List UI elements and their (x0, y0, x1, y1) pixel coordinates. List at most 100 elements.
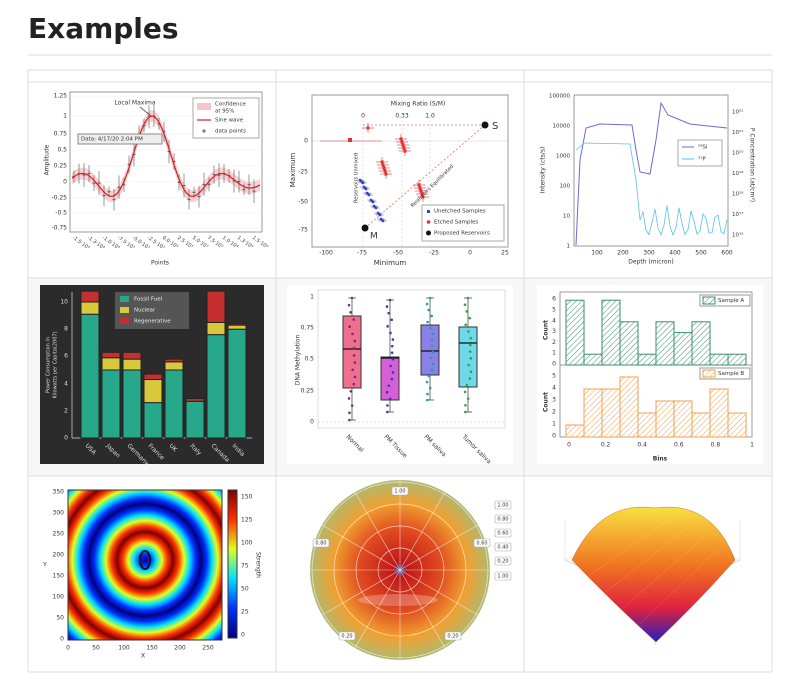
polar-grid (399, 491, 446, 571)
y-axis-label: Maximum (289, 153, 297, 188)
histogram-bar (619, 321, 639, 366)
histogram-bar (691, 412, 711, 438)
histogram-bar (601, 299, 621, 366)
polar-grid (321, 569, 401, 616)
x-tick-label: 1.5·10⁴ (251, 235, 269, 250)
timestamp: Data: 4/17/20 2:04 PM (81, 137, 143, 143)
legend-label: Fossil Fuel (134, 297, 163, 303)
legend-label: ²⁸Si (698, 144, 708, 151)
x-tick-label: 7.5·10³ (206, 235, 224, 250)
y-tick-label: 0 (60, 636, 64, 643)
y-tick-label: 100 (53, 594, 65, 601)
x-tick-label: 400 (669, 250, 681, 257)
x-tick-label: -50 (393, 250, 403, 257)
histogram-bar (637, 353, 657, 366)
bar-segment (227, 323, 247, 326)
data-point (430, 344, 434, 348)
colorbar-label: Strength (255, 552, 262, 578)
legend-swatch (120, 318, 129, 324)
x-tick-label: 0.6 (674, 442, 684, 449)
data-point (465, 310, 468, 313)
y-tick-label: 1 (63, 113, 67, 120)
data-point (463, 390, 467, 394)
data-point (469, 336, 473, 340)
data-point (364, 187, 368, 191)
data-point (389, 331, 392, 335)
legend-label: Nuclear (134, 308, 156, 314)
legend-label: Confidence (215, 102, 247, 108)
mesh-line (605, 527, 688, 593)
box (458, 326, 478, 388)
x-tick-label: -25 (429, 250, 439, 257)
heatmap-core (139, 550, 151, 570)
data-point (466, 397, 470, 400)
histogram-bar (709, 353, 729, 366)
data-point (387, 384, 391, 387)
y-tick-label: 0 (552, 433, 556, 440)
si-line (575, 101, 728, 246)
y-tick-label: 1 (552, 421, 556, 428)
y-tick-label: 200 (53, 552, 65, 559)
x-tick-label: 5.0·10³ (191, 235, 209, 250)
y-tick-label: -25 (298, 169, 308, 176)
y-axis-label: Count (543, 392, 550, 412)
data-point (466, 296, 470, 300)
data-point (353, 361, 357, 364)
histogram-bar (655, 321, 675, 366)
histogram-bar (565, 424, 585, 438)
bar-segment (122, 351, 142, 360)
polar-label: 0.80 (497, 517, 508, 523)
data-point (350, 404, 354, 407)
data-point (401, 143, 405, 147)
reservoir-point (361, 224, 369, 232)
legend-swatch (427, 210, 430, 213)
y-axis-label: DNA Methylation (295, 335, 302, 386)
confidence-band (72, 110, 260, 203)
y2-tick-label: 10²² (732, 109, 743, 116)
data-point (400, 140, 404, 144)
secondary-axis-title: Mixing Ratio (S/M) (391, 101, 446, 108)
bar-segment (122, 358, 142, 371)
data-point (380, 160, 384, 164)
y-tick-label: 350 (53, 489, 65, 496)
annotation: Local Maxima (114, 100, 155, 107)
y-tick-label: -50 (298, 199, 308, 206)
x-tick-label: 250 (202, 645, 214, 652)
data-point (468, 350, 472, 353)
polar-label: 1.00 (497, 503, 508, 509)
data-point (386, 325, 389, 328)
y-tick-label: 300 (53, 510, 65, 517)
data-point (349, 389, 353, 393)
x-tick-label: 1.0·10⁴ (221, 235, 239, 250)
y-tick-label: 0.75 (54, 131, 68, 138)
y-tick-label: 0 (64, 435, 68, 442)
legend-swatch (426, 220, 431, 224)
data-point (378, 213, 382, 217)
bar-segment (143, 379, 163, 404)
data-point (469, 357, 473, 360)
data-point (352, 354, 356, 357)
data-point (353, 375, 357, 379)
label-box (494, 528, 512, 538)
bar-segment (185, 398, 205, 402)
data-point (348, 138, 352, 142)
y-tick-label: 3 (552, 397, 556, 404)
x-tick-label: 200 (174, 645, 186, 652)
polar-grid (354, 491, 401, 571)
y-axis-label: Count (543, 320, 550, 340)
data-point (381, 163, 385, 167)
bar-segment (227, 324, 247, 330)
y-tick-label: -0.25 (51, 195, 67, 202)
y2-tick-label: 10¹⁷ (732, 211, 743, 218)
data-point (351, 332, 354, 336)
data-point (383, 169, 387, 173)
data-point (430, 368, 434, 372)
p-line (575, 142, 728, 237)
data-point (464, 410, 467, 414)
y-tick-label: 0.25 (301, 388, 315, 395)
colorbar-tick-label: 25 (241, 609, 249, 616)
mesh-line (639, 547, 720, 625)
x-tick-label: 0 (468, 250, 472, 257)
data-point (468, 316, 472, 320)
colorbar-tick-label: 150 (241, 494, 253, 501)
